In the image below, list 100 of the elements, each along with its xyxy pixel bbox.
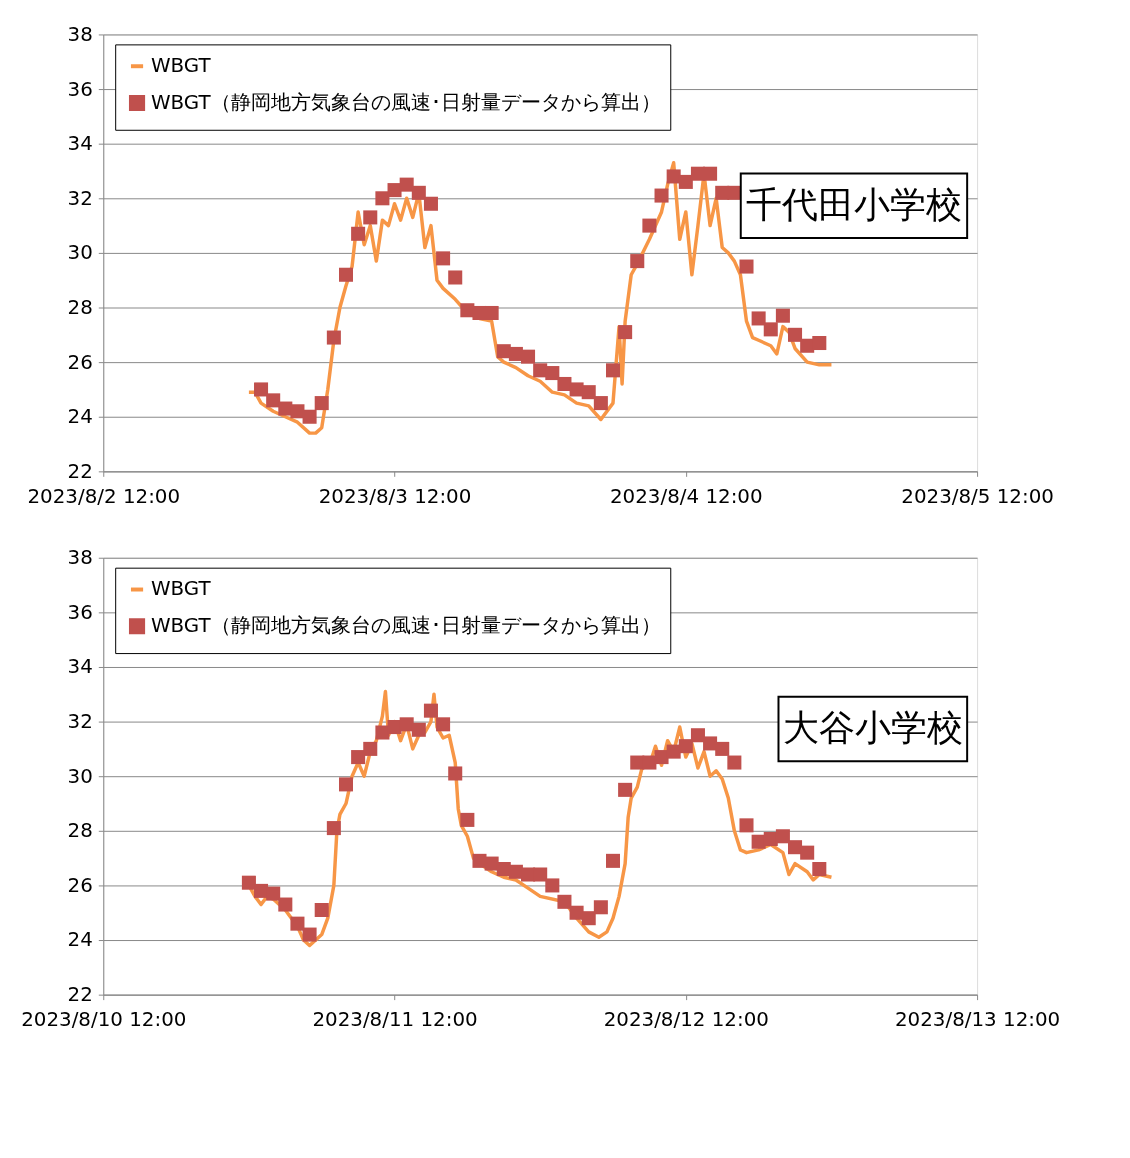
point bbox=[557, 894, 572, 909]
point bbox=[727, 185, 742, 200]
point bbox=[618, 782, 633, 797]
point bbox=[763, 322, 778, 337]
y-tick-label: 28 bbox=[67, 295, 93, 319]
y-tick-label: 30 bbox=[67, 241, 93, 265]
x-tick-label: 2023/8/4 12:00 bbox=[610, 484, 763, 508]
y-tick-label: 24 bbox=[67, 928, 93, 952]
legend-label: WBGT bbox=[150, 577, 212, 601]
point bbox=[399, 717, 414, 732]
point bbox=[533, 867, 548, 882]
point bbox=[812, 862, 827, 877]
x-tick-label: 2023/8/5 12:00 bbox=[901, 484, 1054, 508]
point bbox=[399, 177, 414, 192]
legend-label: WBGT bbox=[150, 54, 212, 78]
point bbox=[423, 196, 438, 211]
legend-label: WBGT（静岡地方気象台の風速･日射量データから算出） bbox=[150, 614, 661, 638]
y-tick-label: 38 bbox=[67, 22, 93, 46]
point bbox=[375, 191, 390, 206]
y-tick-label: 30 bbox=[67, 764, 93, 788]
point bbox=[436, 717, 451, 732]
point bbox=[593, 396, 608, 411]
annotation: 大谷小学校 bbox=[782, 707, 963, 749]
point bbox=[788, 327, 803, 342]
point bbox=[314, 396, 329, 411]
y-tick-label: 34 bbox=[67, 132, 93, 156]
point bbox=[436, 251, 451, 266]
x-tick-label: 2023/8/2 12:00 bbox=[27, 484, 181, 508]
y-tick-label: 26 bbox=[67, 873, 93, 897]
point bbox=[363, 210, 378, 225]
point bbox=[545, 878, 560, 893]
point bbox=[314, 902, 329, 918]
point bbox=[678, 739, 693, 754]
point bbox=[703, 166, 718, 181]
point bbox=[363, 741, 378, 756]
point bbox=[739, 259, 754, 274]
point bbox=[690, 728, 705, 743]
y-tick-label: 26 bbox=[67, 350, 93, 374]
point bbox=[338, 267, 354, 282]
point bbox=[351, 226, 366, 241]
point bbox=[326, 821, 341, 836]
point bbox=[593, 900, 608, 915]
point bbox=[666, 169, 681, 184]
point bbox=[666, 744, 681, 759]
point bbox=[351, 750, 366, 765]
x-tick-label: 2023/8/11 12:00 bbox=[312, 1007, 478, 1031]
point bbox=[727, 755, 742, 770]
point bbox=[302, 409, 317, 424]
point bbox=[800, 845, 815, 860]
point bbox=[241, 875, 256, 890]
x-tick-label: 2023/8/3 12:00 bbox=[318, 484, 472, 508]
point bbox=[278, 897, 293, 912]
point bbox=[290, 916, 305, 931]
point bbox=[375, 725, 390, 740]
point bbox=[642, 218, 657, 233]
legend-label: WBGT（静岡地方気象台の風速･日射量データから算出） bbox=[150, 90, 661, 114]
annotation: 千代田小学校 bbox=[745, 184, 962, 226]
point bbox=[557, 376, 572, 391]
point bbox=[775, 829, 790, 844]
point bbox=[266, 393, 281, 408]
y-tick-label: 34 bbox=[67, 655, 93, 679]
y-tick-label: 38 bbox=[67, 546, 93, 570]
point bbox=[642, 755, 657, 770]
point bbox=[448, 270, 463, 285]
point bbox=[581, 911, 596, 926]
point bbox=[605, 853, 621, 868]
point bbox=[678, 174, 693, 189]
y-tick-label: 32 bbox=[67, 710, 93, 734]
point bbox=[411, 722, 426, 737]
y-tick-label: 22 bbox=[67, 983, 93, 1007]
point bbox=[484, 856, 499, 871]
point bbox=[387, 183, 402, 198]
point bbox=[605, 363, 621, 378]
point bbox=[630, 254, 645, 269]
point bbox=[654, 750, 669, 765]
point bbox=[751, 311, 766, 326]
y-tick-label: 22 bbox=[67, 459, 93, 483]
point bbox=[812, 336, 827, 351]
y-tick-label: 24 bbox=[67, 405, 93, 429]
point bbox=[654, 188, 669, 203]
point bbox=[460, 812, 475, 827]
y-tick-label: 36 bbox=[67, 77, 93, 101]
point bbox=[266, 886, 281, 901]
point bbox=[254, 382, 269, 397]
point bbox=[788, 840, 803, 855]
y-tick-label: 36 bbox=[67, 600, 93, 624]
x-tick-label: 2023/8/13 12:00 bbox=[894, 1007, 1061, 1031]
point bbox=[448, 766, 463, 781]
point bbox=[423, 703, 438, 718]
point bbox=[581, 385, 596, 400]
point bbox=[703, 736, 718, 751]
point bbox=[302, 927, 317, 942]
point bbox=[326, 330, 341, 345]
point bbox=[618, 325, 633, 340]
point bbox=[739, 818, 754, 833]
point bbox=[569, 905, 584, 920]
point bbox=[290, 404, 305, 419]
point bbox=[521, 349, 536, 364]
point bbox=[715, 741, 730, 756]
x-tick-label: 2023/8/10 12:00 bbox=[21, 1007, 187, 1031]
